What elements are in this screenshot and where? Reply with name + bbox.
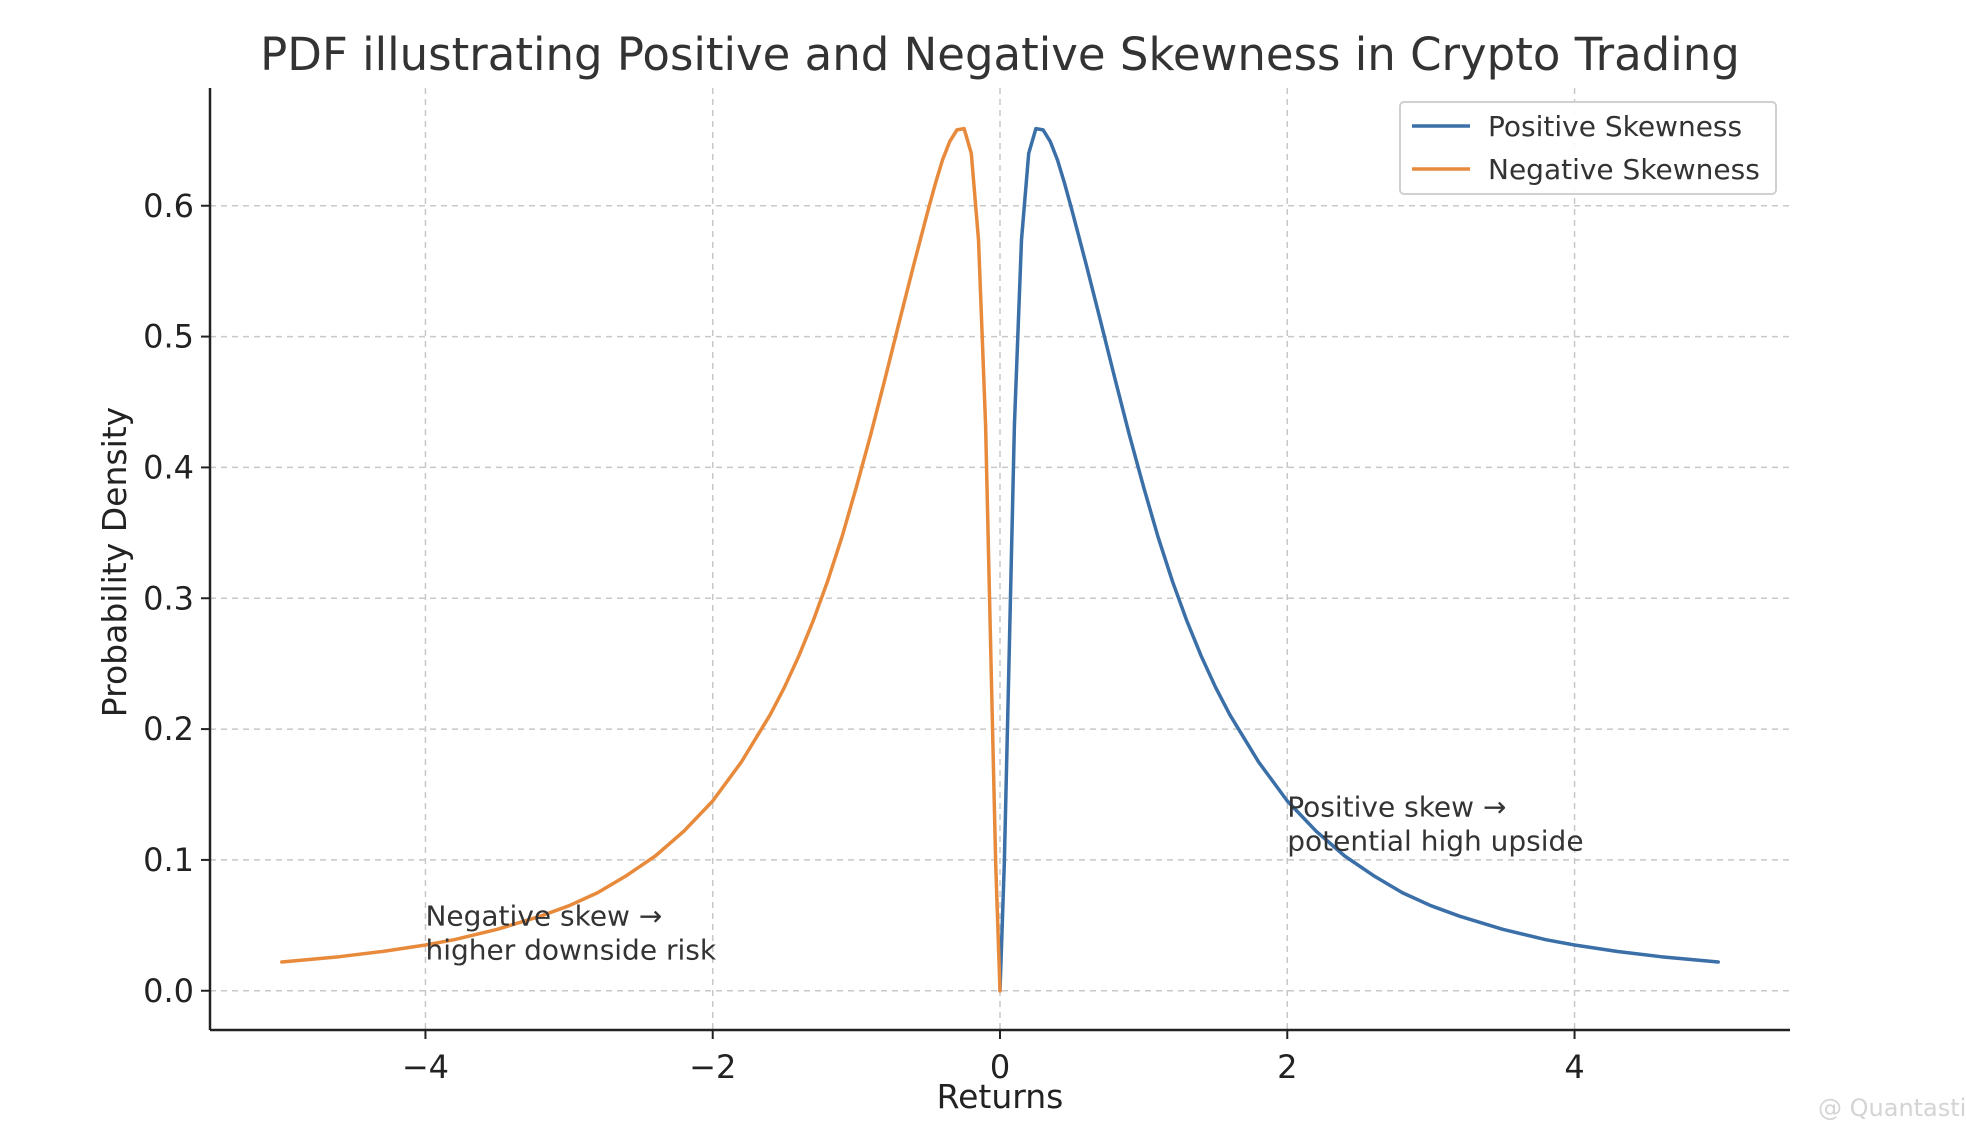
x-tick-label: −4 [402,1048,449,1086]
y-axis-label: Probability Density [95,407,134,717]
watermark: @ Quantastic [1818,1094,1966,1122]
series-line-positive-skewness [998,126,1720,993]
legend-box [1399,101,1777,195]
legend: Positive Skewness Negative Skewness [1399,101,1777,195]
y-tick-label: 0.0 [143,972,194,1010]
series-lines [280,126,1720,993]
annotation-text: Negative skew → [425,899,662,932]
y-tick-label: 0.2 [143,710,194,748]
annotation-text: potential high upside [1287,825,1583,858]
y-tick-label: 0.1 [143,841,194,879]
annotation-text: higher downside risk [425,933,716,966]
annotation-text: Positive skew → [1287,791,1506,824]
legend-label: Negative Skewness [1488,153,1760,186]
grid [210,88,1790,1030]
y-tick-label: 0.4 [143,448,194,486]
y-tick-label: 0.5 [143,318,194,356]
y-tick-label: 0.6 [143,187,194,225]
y-tick-label: 0.3 [143,579,194,617]
chart-title: PDF illustrating Positive and Negative S… [260,28,1740,81]
x-tick-label: 2 [1277,1048,1297,1086]
legend-label: Positive Skewness [1488,110,1742,143]
axes [201,88,1790,1039]
series-line-negative-skewness [280,126,1002,993]
x-tick-label: 4 [1564,1048,1584,1086]
x-tick-label: 0 [990,1048,1010,1086]
tick-labels: −4 −2 0 2 4 0.0 0.1 0.2 0.3 0.4 0.5 0.6 [143,187,1585,1086]
x-tick-label: −2 [689,1048,736,1086]
x-axis-label: Returns [937,1077,1064,1116]
annotations: Negative skew →higher downside risk Posit… [425,791,1583,967]
